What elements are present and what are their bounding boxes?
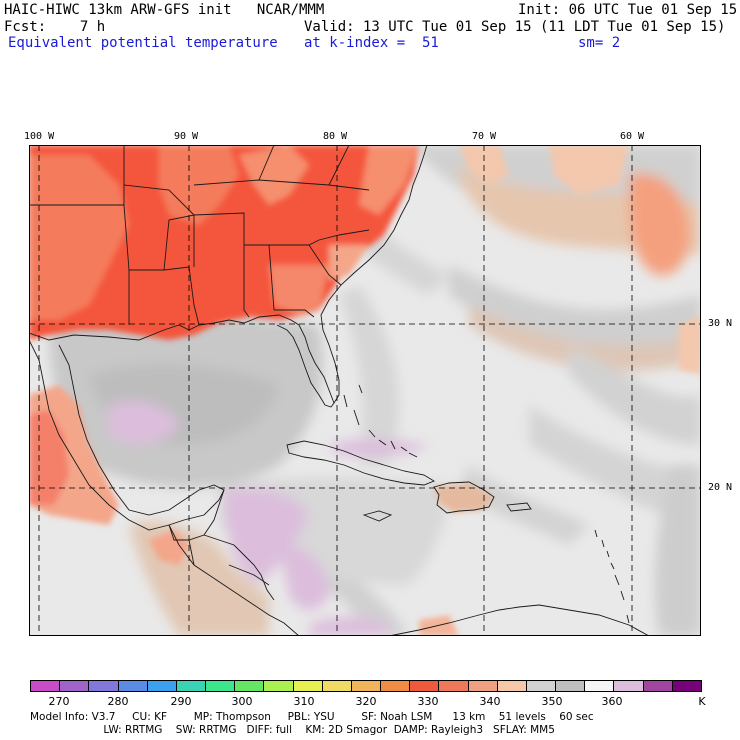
colorbar-label-270: 270: [48, 695, 70, 708]
colorbar-swatch: [555, 681, 585, 691]
colorbar-swatch: [31, 681, 60, 691]
colorbar-label-300: 300: [231, 695, 253, 708]
colorbar-swatch: [175, 681, 206, 691]
colorbar-label-330: 330: [417, 695, 439, 708]
colorbar-swatch: [205, 681, 235, 691]
colorbar-label-320: 320: [355, 695, 377, 708]
smoothing: sm= 2: [578, 35, 621, 51]
theta-e-field: [29, 145, 701, 636]
init-time: Init: 06 UTC Tue 01 Sep 15: [518, 2, 738, 18]
coastlines: [29, 145, 650, 636]
k-index: at k-index = 51: [304, 35, 439, 51]
colorbar-label-310: 310: [293, 695, 315, 708]
colorbar-units: K: [698, 695, 706, 708]
colorbar-swatch: [263, 681, 293, 691]
colorbar-swatch: [380, 681, 410, 691]
colorbar-swatch: [409, 681, 439, 691]
colorbar-swatch: [613, 681, 643, 691]
graticule: [29, 145, 701, 636]
colorbar-label-340: 340: [479, 695, 501, 708]
forecast-hour: Fcst: 7 h: [4, 19, 106, 35]
field-name: Equivalent potential temperature: [8, 35, 278, 51]
lon-label-80w: 80 W: [323, 131, 348, 142]
colorbar-swatch: [146, 681, 176, 691]
colorbar-swatch: [496, 681, 526, 691]
colorbar: [30, 680, 702, 692]
lat-label-20n: 20 N: [708, 482, 733, 493]
colorbar-swatch: [292, 681, 322, 691]
model-info-line2: LW: RRTMG SW: RRTMG DIFF: full KM: 2D Sm…: [30, 724, 555, 736]
colorbar-swatch: [117, 681, 147, 691]
colorbar-label-350: 350: [541, 695, 563, 708]
colorbar-swatch: [234, 681, 264, 691]
map-panel: [29, 145, 701, 636]
lat-label-30n: 30 N: [708, 318, 733, 329]
colorbar-label-290: 290: [170, 695, 192, 708]
colorbar-swatch: [321, 681, 351, 691]
colorbar-swatch: [59, 681, 89, 691]
valid-time: Valid: 13 UTC Tue 01 Sep 15 (11 LDT Tue …: [304, 19, 726, 35]
colorbar-swatch: [525, 681, 556, 691]
lon-label-60w: 60 W: [620, 131, 645, 142]
colorbar-swatch: [671, 681, 701, 691]
colorbar-swatch: [467, 681, 497, 691]
colorbar-swatch: [88, 681, 118, 691]
colorbar-swatch: [350, 681, 381, 691]
model-info-line1: Model Info: V3.7 CU: KF MP: Thompson PBL…: [30, 711, 594, 723]
colorbar-label-360: 360: [601, 695, 623, 708]
colorbar-swatch: [642, 681, 672, 691]
lon-label-100w: 100 W: [24, 131, 55, 142]
model-title: HAIC-HIWC 13km ARW-GFS init NCAR/MMM: [4, 2, 325, 18]
colorbar-swatch: [438, 681, 468, 691]
lon-label-90w: 90 W: [174, 131, 199, 142]
colorbar-label-280: 280: [107, 695, 129, 708]
lon-label-70w: 70 W: [472, 131, 497, 142]
colorbar-swatch: [584, 681, 614, 691]
